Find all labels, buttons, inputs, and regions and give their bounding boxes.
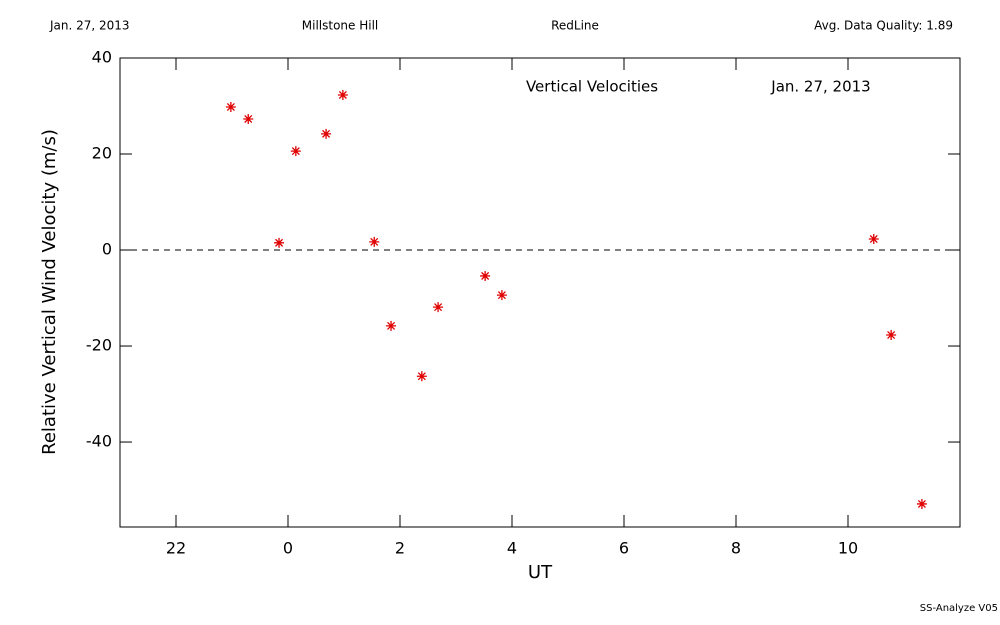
y-tick-label: -20	[86, 336, 112, 355]
y-tick-label: 20	[92, 144, 112, 163]
chart-subtitle: Jan. 27, 2013	[770, 78, 870, 96]
y-tick-label: 0	[102, 240, 112, 259]
data-point	[868, 233, 879, 244]
data-point	[886, 329, 897, 340]
y-tick-label: -40	[86, 432, 112, 451]
data-point	[321, 128, 332, 139]
data-point	[416, 371, 427, 382]
chart-title: Vertical Velocities	[526, 78, 658, 96]
plot-frame	[119, 57, 961, 528]
data-point	[225, 101, 236, 112]
x-tick-label: 22	[166, 539, 186, 558]
data-point	[386, 320, 397, 331]
data-point	[274, 237, 285, 248]
header-site: Millstone Hill	[302, 19, 378, 33]
data-point	[243, 113, 254, 124]
y-axis-label: Relative Vertical Wind Velocity (m/s)	[39, 129, 60, 455]
data-point	[480, 270, 491, 281]
x-tick-label: 0	[283, 539, 293, 558]
data-point	[916, 498, 927, 509]
x-tick-label: 4	[507, 539, 517, 558]
header-date: Jan. 27, 2013	[49, 19, 130, 33]
header-quality: Avg. Data Quality: 1.89	[814, 19, 953, 33]
data-point	[369, 236, 380, 247]
y-tick-label: 40	[92, 48, 112, 67]
data-point	[290, 146, 301, 157]
footer: SS-Analyze V05	[920, 603, 998, 614]
header-filter: RedLine	[551, 19, 599, 33]
x-axis-label: UT	[528, 562, 553, 583]
data-point	[337, 89, 348, 100]
x-tick-label: 8	[731, 539, 741, 558]
x-tick-label: 6	[619, 539, 629, 558]
data-point	[433, 302, 444, 313]
x-tick-label: 10	[838, 539, 858, 558]
data-point	[496, 290, 507, 301]
x-tick-label: 2	[395, 539, 405, 558]
